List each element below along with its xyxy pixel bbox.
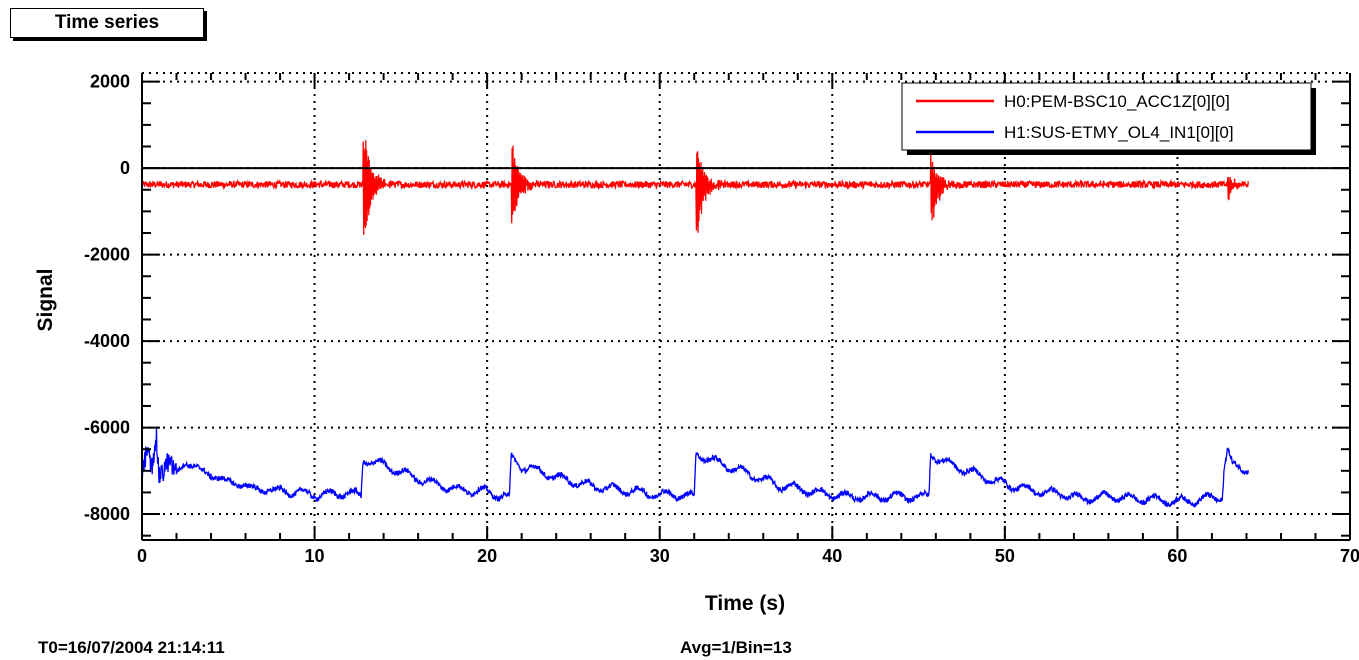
footer-avg-bin: Avg=1/Bin=13 [680, 638, 792, 657]
legend-label-series1: H0:PEM-BSC10_ACC1Z[0][0] [1004, 92, 1230, 111]
x-tick-label: 0 [137, 546, 147, 566]
y-tick-label: 0 [120, 158, 130, 178]
series-layer [141, 140, 1249, 509]
y-tick-label: -8000 [84, 504, 130, 524]
y-tick-label: 2000 [90, 72, 130, 92]
legend-label-series2: H1:SUS-ETMY_OL4_IN1[0][0] [1004, 123, 1234, 142]
legend-box [901, 82, 1312, 151]
x-tick-label: 20 [477, 546, 497, 566]
y-axis-title: Signal [34, 268, 57, 331]
tick-labels: 0 10 20 30 40 50 60 70 -8000 -6000 -4000 -2000 0 2000 [84, 72, 1359, 566]
series-line-h0-pem-bsc10 [141, 140, 1249, 235]
tab-time-series[interactable]: Time series [10, 8, 204, 38]
x-axis-title: Time (s) [705, 592, 785, 615]
y-tick-label: -2000 [84, 245, 130, 265]
y-tick-label: -6000 [84, 418, 130, 438]
x-tick-label: 30 [650, 546, 670, 566]
y-tick-label: -4000 [84, 331, 130, 351]
x-tick-label: 70 [1340, 546, 1359, 566]
series-line-h1-sus-etmy [141, 428, 1249, 509]
axes [141, 73, 1351, 541]
x-tick-label: 50 [995, 546, 1015, 566]
ticks [141, 73, 1351, 540]
x-tick-label: 40 [822, 546, 842, 566]
x-tick-label: 10 [305, 546, 325, 566]
legend: H0:PEM-BSC10_ACC1Z[0][0] H1:SUS-ETMY_OL4… [901, 82, 1316, 155]
x-tick-label: 60 [1167, 546, 1187, 566]
footer-t0: T0=16/07/2004 21:14:11 [38, 638, 225, 657]
